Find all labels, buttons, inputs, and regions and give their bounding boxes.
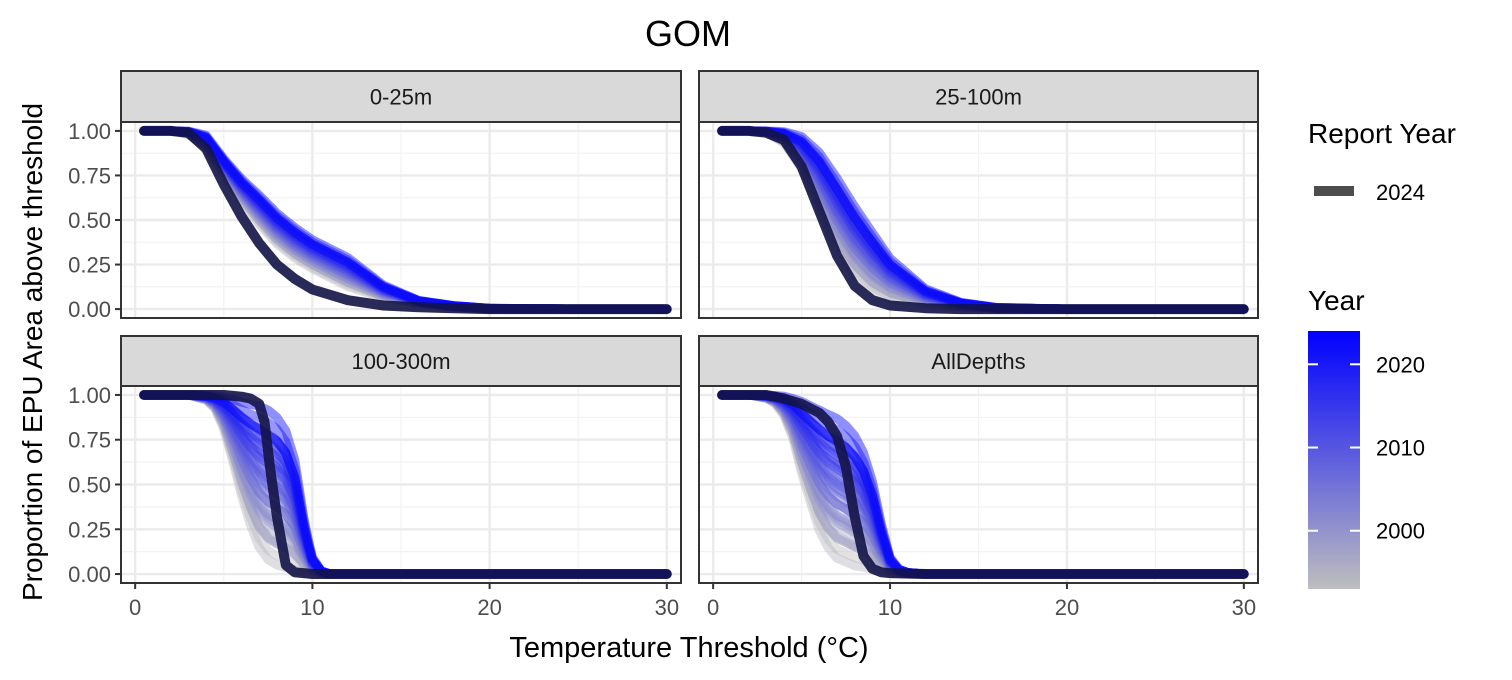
legend-title-year: Year (1308, 285, 1365, 316)
facet-panels: 0-25m 0.00 0.25 0.50 0.75 1.00 25-100m 100-300m… (68, 70, 1259, 620)
year-colorbar (1308, 331, 1360, 589)
facet-strip (698, 335, 1259, 387)
legend-title-report-year: Report Year (1308, 118, 1456, 149)
y-tick-label: 0.25 (68, 253, 111, 278)
x-tick-label: 20 (477, 595, 501, 620)
colorbar-tick-label: 2020 (1376, 352, 1425, 377)
x-tick-label: 10 (878, 595, 902, 620)
year-colorbar-ticks: 2000 2010 2020 (1308, 352, 1425, 544)
y-axis-label: Proportion of EPU Area above threshold (17, 103, 48, 601)
x-tick-label: 10 (300, 595, 324, 620)
facet-panel: AllDepths 0 10 20 30 (698, 335, 1259, 620)
y-tick-label: 1.00 (68, 119, 111, 144)
facet-strip-label: AllDepths (931, 349, 1025, 374)
report-year-2024-line (717, 125, 1249, 315)
x-tick-label: 0 (707, 595, 719, 620)
y-tick-label: 0.75 (68, 163, 111, 188)
facet-strip (120, 70, 682, 123)
colorbar-tick-label: 2010 (1376, 436, 1425, 461)
facet-strip-label: 0-25m (370, 85, 432, 110)
facet-strip (120, 335, 682, 387)
legend-label-2024: 2024 (1376, 180, 1425, 205)
y-tick-label: 0.50 (68, 473, 111, 498)
report-year-2024-line (717, 390, 1249, 579)
y-tick-label: 1.00 (68, 383, 111, 408)
report-year-2024-line (139, 390, 672, 579)
x-axis-label: Temperature Threshold (°C) (509, 632, 868, 664)
x-tick-label: 30 (655, 595, 679, 620)
facet-strip-label: 100-300m (351, 349, 450, 374)
x-tick-label: 20 (1055, 595, 1079, 620)
chart-title: GOM (645, 13, 731, 54)
facet-panel: 0-25m 0.00 0.25 0.50 0.75 1.00 (68, 70, 682, 322)
facet-strip (698, 70, 1259, 123)
panel-border (698, 385, 1259, 584)
y-tick-label: 0.00 (68, 297, 111, 322)
y-tick-label: 0.00 (68, 562, 111, 587)
y-tick-label: 0.50 (68, 208, 111, 233)
facet-panel: 100-300m 0.00 0.25 0.50 0.75 1.00 0 10 20 30 (68, 335, 682, 620)
y-tick-label: 0.75 (68, 428, 111, 453)
x-tick-label: 0 (129, 595, 141, 620)
legend: Report Year 2024 Year 2000 2010 2020 (1308, 118, 1456, 589)
y-tick-label: 0.25 (68, 517, 111, 542)
facet-strip-label: 25-100m (935, 85, 1022, 110)
colorbar-tick-label: 2000 (1376, 519, 1425, 544)
panel-border (698, 121, 1259, 319)
facet-panel: 25-100m (698, 70, 1259, 319)
x-tick-label: 30 (1232, 595, 1256, 620)
report-year-2024-line (139, 125, 672, 315)
